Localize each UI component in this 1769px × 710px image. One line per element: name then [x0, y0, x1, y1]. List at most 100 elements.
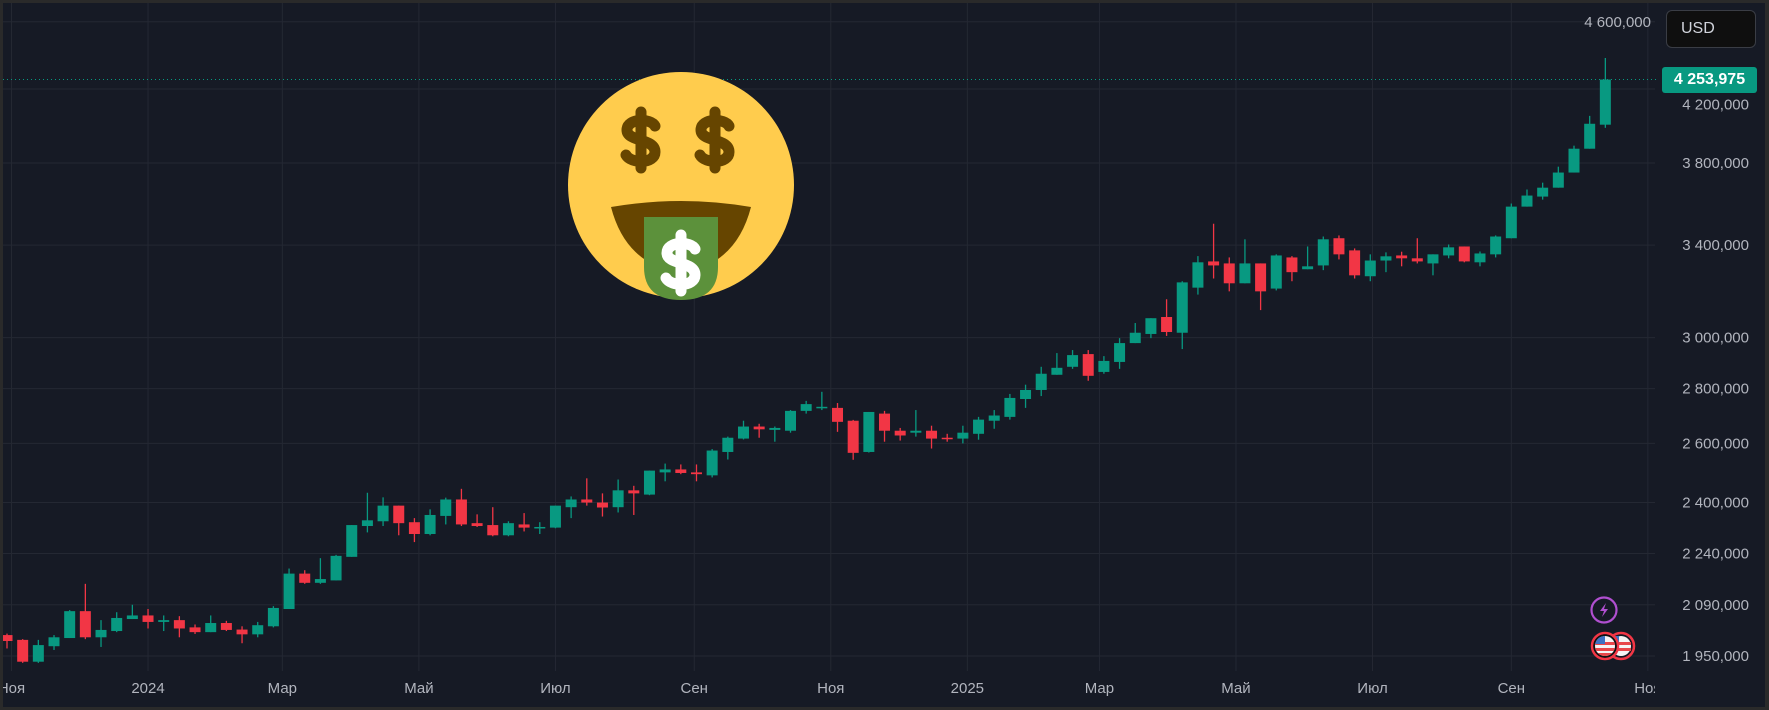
candle-up — [346, 525, 358, 557]
candle-down — [941, 433, 953, 442]
candle-body — [1302, 266, 1314, 270]
candle-body — [158, 620, 170, 622]
candle-down — [926, 425, 938, 449]
candle-body — [1568, 148, 1580, 173]
candle-up — [957, 425, 969, 444]
candle-body — [220, 623, 232, 630]
y-tick-label: 4 200,000 — [1682, 97, 1749, 114]
candle-body — [205, 623, 217, 633]
candle-body — [1067, 355, 1079, 367]
candle-body — [299, 573, 311, 583]
candlestick-chart[interactable]: 1 950,000 2 090,000 2 240,000 2 400,000 2 60… — [3, 3, 1765, 707]
candle-body — [612, 490, 624, 508]
candle-body — [1098, 360, 1110, 372]
candle-down — [487, 507, 499, 537]
candle-body — [565, 499, 577, 508]
y-tick-label: 3 000,000 — [1682, 330, 1749, 347]
candle-up — [1020, 384, 1032, 408]
candle-down — [1082, 350, 1094, 381]
candle-body — [173, 620, 185, 629]
candle-up — [330, 554, 342, 581]
candle-down — [690, 464, 702, 482]
candle-body — [785, 410, 796, 431]
x-tick-label: Сен — [1498, 680, 1525, 697]
candle-body — [894, 430, 906, 436]
candle-down — [628, 485, 640, 515]
candle-up — [1521, 189, 1533, 207]
candle-body — [941, 437, 953, 440]
candle-body — [1537, 187, 1549, 197]
candle-up — [158, 615, 170, 632]
candle-up — [1505, 203, 1517, 239]
candle-body — [1161, 317, 1173, 333]
event-lightning-icon[interactable] — [1590, 596, 1618, 624]
candle-up — [314, 558, 326, 584]
candle-body — [1552, 172, 1564, 188]
candle-body — [95, 629, 107, 638]
candle-body — [424, 514, 436, 535]
candle-body — [910, 430, 922, 433]
y-tick-label: 2 400,000 — [1682, 495, 1749, 512]
candle-body — [863, 411, 875, 452]
candle-down — [173, 616, 185, 638]
x-tick-label: Май — [1221, 680, 1250, 697]
candle-down — [17, 639, 29, 663]
candle-up — [1145, 318, 1157, 339]
x-tick-label: Ноя — [3, 680, 25, 697]
candle-up — [1490, 235, 1502, 258]
candle-up — [785, 410, 796, 433]
y-tick-label: 3 400,000 — [1682, 237, 1749, 254]
event-us-flag-icon[interactable] — [1590, 631, 1620, 661]
price-axis[interactable]: 1 950,000 2 090,000 2 240,000 2 400,000 2 60… — [1584, 14, 1749, 665]
x-tick-label: Мар — [1085, 680, 1114, 697]
candle-up — [1380, 252, 1392, 273]
candle-body — [1270, 255, 1282, 289]
candle-down — [471, 514, 483, 527]
candle-body — [1020, 389, 1032, 400]
x-tick-label: Ноя — [1634, 680, 1661, 697]
candle-body — [737, 426, 749, 439]
time-axis[interactable]: Ноя 2024 Мар Май Июл Сен Ноя 2025 Мар Май Июл Сен Но… — [3, 680, 1662, 697]
candle-up — [1474, 251, 1486, 267]
candle-up — [440, 497, 452, 525]
candle-up — [1443, 244, 1455, 259]
currency-button[interactable]: USD — [1666, 10, 1756, 48]
candle-up — [1239, 239, 1251, 284]
candle-up — [863, 411, 875, 453]
candle-body — [393, 505, 405, 524]
candle-down — [142, 609, 154, 629]
candle-body — [189, 627, 201, 633]
candle-body — [988, 415, 1000, 421]
y-tick-label: 1 950,000 — [1682, 648, 1749, 665]
candle-down — [1349, 248, 1361, 279]
candle-down — [753, 423, 765, 438]
candle-body — [1192, 262, 1204, 288]
candle-body — [64, 611, 76, 639]
candle-body — [659, 469, 671, 473]
candle-body — [3, 635, 13, 641]
y-tick-label: 2 240,000 — [1682, 546, 1749, 563]
candle-body — [1129, 332, 1141, 344]
x-tick-label: Сен — [681, 680, 708, 697]
candle-down — [79, 583, 91, 640]
candle-body — [252, 625, 264, 635]
candle-up — [252, 621, 264, 638]
candle-body — [408, 522, 420, 535]
candle-up — [1192, 256, 1204, 295]
candle-up — [502, 521, 514, 537]
candle-body — [581, 499, 593, 503]
candle-body — [690, 472, 702, 475]
candle-up — [126, 604, 138, 620]
candle-up — [1098, 356, 1110, 374]
last-price-label: 4 253,975 — [1662, 66, 1757, 93]
candle-body — [1317, 239, 1329, 266]
candle-body — [832, 407, 844, 422]
candle-body — [1051, 367, 1063, 375]
candle-body — [643, 470, 655, 495]
candle-up — [1270, 254, 1282, 291]
candle-up — [1317, 236, 1329, 271]
candle-body — [879, 413, 891, 431]
y-tick-label: 4 600,000 — [1584, 14, 1651, 31]
candle-up — [95, 620, 107, 647]
candle-body — [816, 406, 828, 409]
